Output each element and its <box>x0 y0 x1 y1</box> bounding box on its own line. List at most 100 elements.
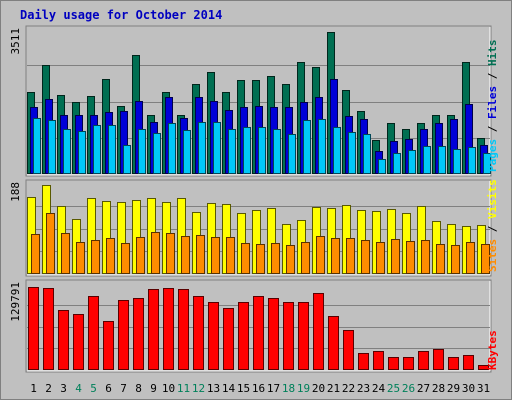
bar-kbytes-day-31 <box>478 365 489 370</box>
bar-pages-day-6 <box>108 125 116 174</box>
x-tick-label-day-17: 17 <box>267 382 280 395</box>
bar-pages-day-21 <box>333 127 341 174</box>
bar-pages-day-4 <box>78 131 86 174</box>
bar-kbytes-day-30 <box>463 355 474 370</box>
chart-panels: 3511 Pages / Files / Hits 188 Sites / Visit… <box>9 25 499 373</box>
legend: Pages / Files / Hits <box>486 40 499 173</box>
x-tick-label-day-9: 9 <box>150 382 157 395</box>
bar-pages-day-16 <box>258 127 266 174</box>
bar-pages-day-3 <box>63 129 71 174</box>
bar-sites-day-27 <box>421 240 430 274</box>
x-tick-label-day-31: 31 <box>477 382 490 395</box>
series-kbytes <box>28 287 489 370</box>
bar-kbytes-day-15 <box>238 302 249 370</box>
bar-pages-day-27 <box>423 146 431 174</box>
bar-kbytes-day-1 <box>28 287 39 370</box>
x-tick-label-day-4: 4 <box>75 382 82 395</box>
x-tick-label-day-20: 20 <box>312 382 325 395</box>
bar-pages-day-15 <box>243 127 251 174</box>
x-tick-label-day-30: 30 <box>462 382 475 395</box>
x-tick-label-day-19: 19 <box>297 382 310 395</box>
bar-sites-day-2 <box>46 213 55 274</box>
bar-kbytes-day-14 <box>223 308 234 370</box>
y-axis-max-label: 188 <box>9 182 22 202</box>
bar-sites-day-28 <box>436 244 445 274</box>
bar-pages-day-31 <box>483 153 491 174</box>
legend: KBytes <box>486 330 499 370</box>
bar-kbytes-day-3 <box>58 310 69 370</box>
x-tick-label-day-28: 28 <box>432 382 445 395</box>
bar-pages-day-13 <box>213 122 221 174</box>
bar-pages-day-24 <box>378 159 386 174</box>
x-tick-label-day-8: 8 <box>135 382 142 395</box>
series-sites <box>31 213 490 274</box>
x-tick-label-day-13: 13 <box>207 382 220 395</box>
bar-sites-day-24 <box>376 242 385 274</box>
bar-pages-day-28 <box>438 146 446 174</box>
bar-pages-day-9 <box>153 133 161 174</box>
bar-pages-day-22 <box>348 132 356 174</box>
bar-kbytes-day-13 <box>208 302 219 370</box>
bar-kbytes-day-11 <box>178 289 189 370</box>
x-tick-label-day-10: 10 <box>162 382 175 395</box>
bar-pages-day-29 <box>453 149 461 174</box>
bar-pages-day-25 <box>393 153 401 174</box>
bar-kbytes-day-12 <box>193 296 204 370</box>
bar-kbytes-day-18 <box>283 302 294 370</box>
bar-kbytes-day-29 <box>448 357 459 370</box>
x-tick-label-day-6: 6 <box>105 382 112 395</box>
legend-item-hits: Hits <box>486 40 499 67</box>
chart-title: Daily usage for October 2014 <box>20 8 222 22</box>
bar-pages-day-10 <box>168 123 176 174</box>
panel-3: 129791 KBytes <box>9 279 499 373</box>
bar-sites-day-9 <box>151 232 160 274</box>
series-pages <box>33 118 491 174</box>
bar-pages-day-26 <box>408 150 416 174</box>
bar-pages-day-17 <box>273 129 281 174</box>
bar-pages-day-19 <box>303 120 311 174</box>
bar-sites-day-20 <box>316 236 325 274</box>
bar-pages-day-12 <box>198 122 206 174</box>
x-tick-label-day-23: 23 <box>357 382 370 395</box>
bar-kbytes-day-19 <box>298 302 309 370</box>
bar-pages-day-1 <box>33 118 41 174</box>
legend-item-kbytes: KBytes <box>486 330 499 370</box>
bar-sites-day-25 <box>391 239 400 274</box>
x-tick-label-day-18: 18 <box>282 382 295 395</box>
bar-kbytes-day-23 <box>358 353 369 370</box>
bar-sites-day-15 <box>241 243 250 274</box>
bar-pages-day-8 <box>138 129 146 174</box>
bar-kbytes-day-22 <box>343 330 354 370</box>
bar-pages-day-30 <box>468 147 476 174</box>
bar-kbytes-day-10 <box>163 288 174 370</box>
bar-sites-day-13 <box>211 237 220 274</box>
x-tick-label-day-14: 14 <box>222 382 236 395</box>
bar-pages-day-2 <box>48 120 56 174</box>
x-tick-label-day-21: 21 <box>327 382 340 395</box>
bar-kbytes-day-17 <box>268 298 279 370</box>
bar-sites-day-16 <box>256 244 265 274</box>
bar-sites-day-1 <box>31 234 40 274</box>
x-tick-label-day-15: 15 <box>237 382 250 395</box>
bar-pages-day-23 <box>363 134 371 174</box>
bar-sites-day-22 <box>346 238 355 274</box>
legend: Sites / Visits <box>486 179 499 272</box>
x-tick-label-day-11: 11 <box>177 382 190 395</box>
panel-1: 3511 Pages / Files / Hits <box>9 25 499 177</box>
bar-sites-day-5 <box>91 240 100 274</box>
bar-sites-day-21 <box>331 238 340 274</box>
bar-kbytes-day-28 <box>433 349 444 370</box>
x-tick-label-day-22: 22 <box>342 382 355 395</box>
legend-item-sites: Sites <box>486 239 499 272</box>
bar-sites-day-23 <box>361 240 370 274</box>
legend-separator: / <box>486 219 499 239</box>
bar-kbytes-day-20 <box>313 293 324 370</box>
bar-kbytes-day-27 <box>418 351 429 370</box>
x-tick-label-day-7: 7 <box>120 382 127 395</box>
bar-kbytes-day-8 <box>133 298 144 370</box>
x-tick-label-day-5: 5 <box>90 382 97 395</box>
bar-sites-day-12 <box>196 235 205 274</box>
bar-kbytes-day-25 <box>388 357 399 370</box>
bar-kbytes-day-24 <box>373 351 384 370</box>
